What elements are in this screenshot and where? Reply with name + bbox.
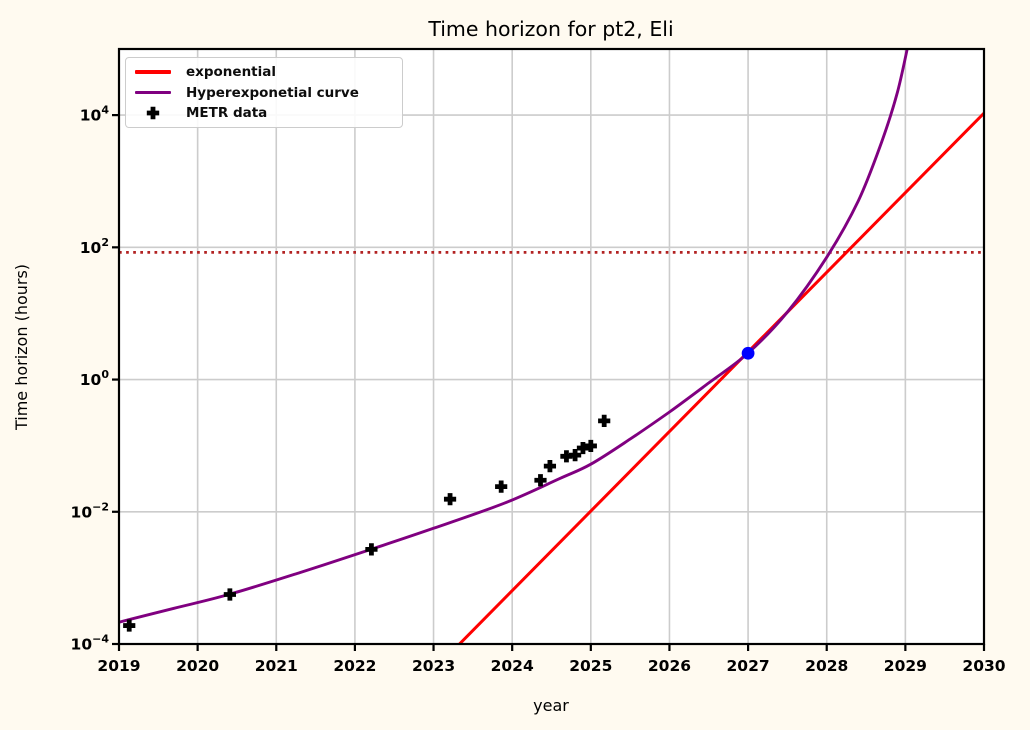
legend-item-exponential: exponential [135, 62, 402, 82]
legend: exponential Hyperexponetial curve METR d… [125, 57, 403, 128]
metr-data-point-5 [534, 474, 547, 487]
x-tick-label-2021: 2021 [255, 657, 298, 675]
metr-data-point-3 [443, 493, 457, 506]
x-tick-label-2030: 2030 [962, 657, 1005, 675]
exponential-line [458, 112, 984, 644]
metr-data-point-6 [543, 460, 557, 473]
chart-title: Time horizon for pt2, Eli [427, 17, 673, 41]
axes-spines [117, 47, 986, 646]
hyperexponential-line-swatch [135, 90, 171, 95]
plus-marker-icon [146, 107, 160, 120]
legend-item-metr-data: METR data [135, 103, 402, 123]
metr-data-point-7 [560, 450, 573, 463]
x-tick-label-2029: 2029 [884, 657, 927, 675]
legend-label-exponential: exponential [186, 63, 276, 80]
y-tick-label-1e0: 100 [80, 368, 110, 389]
metr-data-point-10 [584, 439, 597, 453]
x-tick-label-2022: 2022 [333, 657, 376, 675]
highlight-point [741, 346, 755, 360]
x-tick-label-2024: 2024 [491, 657, 534, 675]
y-tick-label-1e4: 104 [80, 104, 110, 125]
x-tick-label-2026: 2026 [648, 657, 691, 675]
x-tick-label-2019: 2019 [97, 657, 140, 675]
exponential-line-swatch [135, 69, 171, 74]
x-tick-label-2027: 2027 [727, 657, 770, 675]
y-tick-label-1e-2: 10−2 [71, 500, 109, 521]
x-tick-label-2023: 2023 [412, 657, 455, 675]
legend-label-hyperexponential: Hyperexponetial curve [186, 84, 359, 101]
hyperexponential-curve [119, 49, 909, 624]
x-tick-label-2020: 2020 [176, 657, 219, 675]
metr-data-point-9 [576, 441, 590, 455]
y-axis-label: Time horizon (hours) [12, 264, 31, 431]
legend-swatch-wrap [135, 90, 171, 95]
plot-layer: 2019 2020 2021 2022 2023 2024 2025 2026 2027 2028… [71, 47, 1006, 675]
x-axis-label: year [533, 696, 569, 715]
legend-label-metr-data: METR data [186, 105, 268, 122]
legend-item-hyperexponential: Hyperexponetial curve [135, 83, 402, 103]
legend-swatch-wrap [135, 106, 171, 120]
y-tick-label-1e-4: 10−4 [71, 633, 110, 654]
metr-data-point-1 [223, 588, 236, 601]
y-tick-label-1e2: 102 [80, 236, 109, 257]
x-tick-label-2025: 2025 [569, 657, 612, 675]
metr-data-point-11 [598, 414, 611, 427]
metr-data-point-4 [495, 480, 508, 493]
metr-data-point-2 [365, 543, 378, 556]
metr-data-point-8 [568, 448, 582, 462]
plot-area [119, 49, 984, 644]
legend-swatch-wrap [135, 69, 171, 74]
x-tick-label-2028: 2028 [805, 657, 848, 675]
metr-data-point-0 [123, 619, 136, 632]
